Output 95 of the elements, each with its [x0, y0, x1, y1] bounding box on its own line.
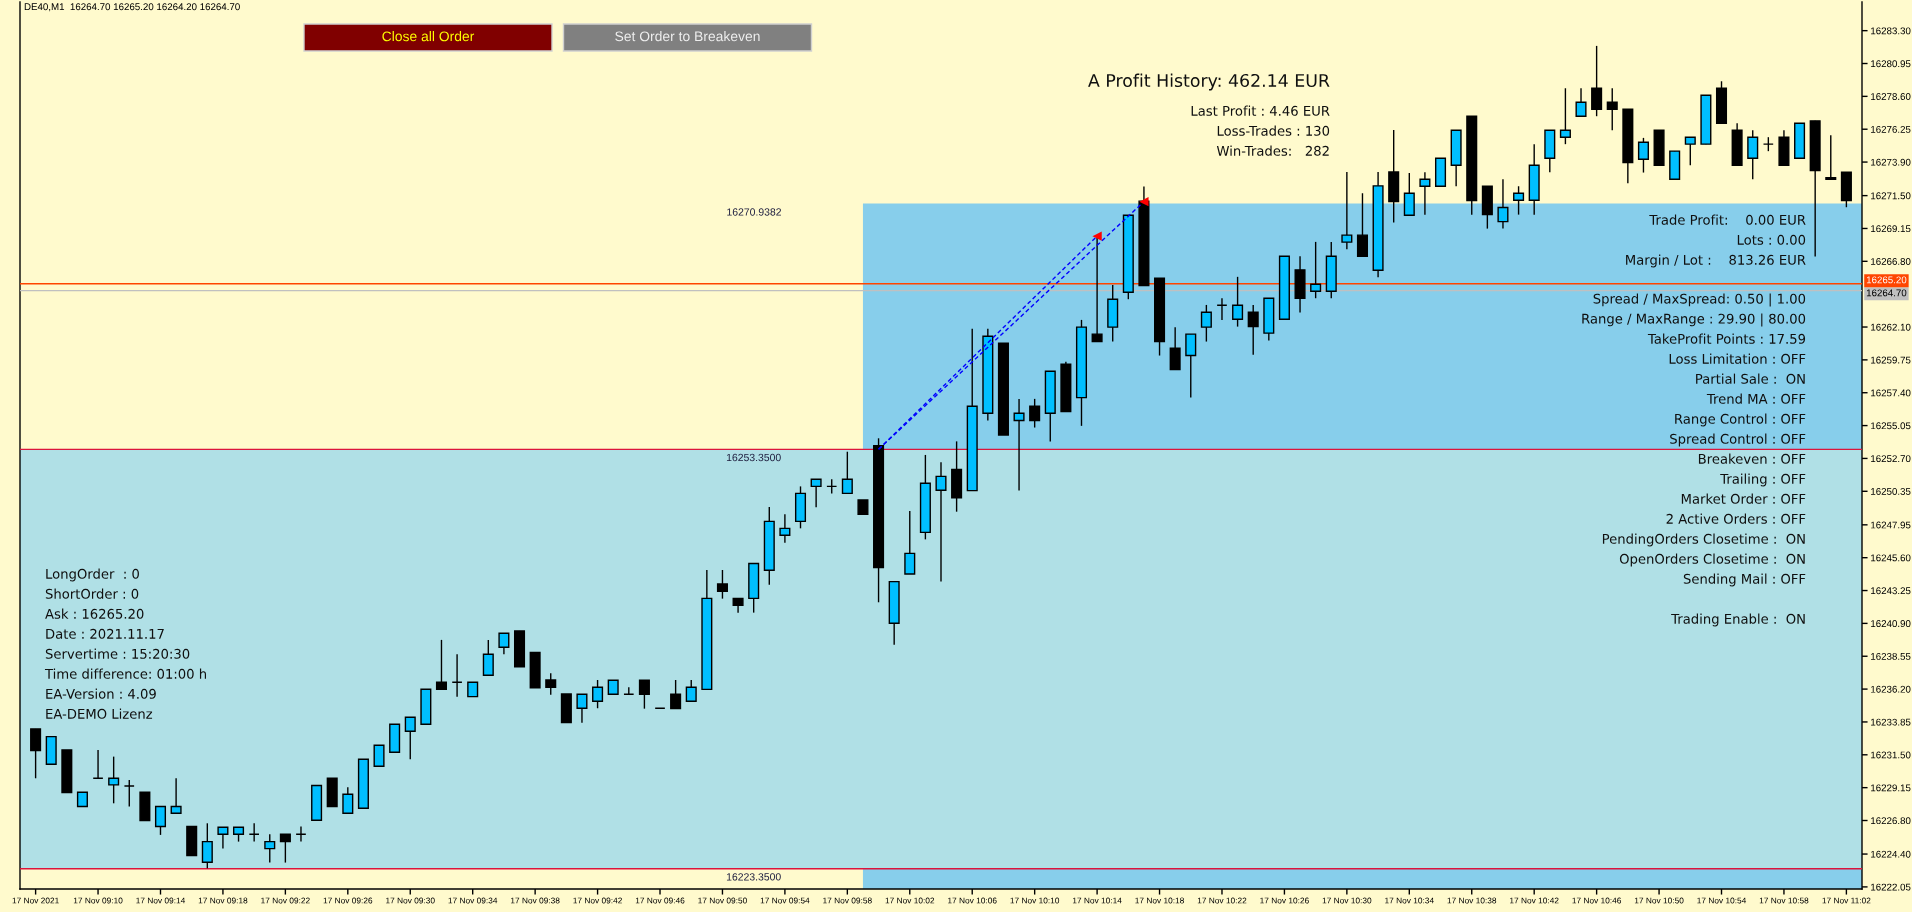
x-tick-label: 17 Nov 10:14: [1072, 897, 1122, 904]
y-tick-label: 16229.15: [1871, 784, 1911, 792]
annotation: Trading Enable : ON: [1671, 613, 1805, 627]
y-tick-label: 16226.80: [1871, 817, 1911, 825]
annotation: Trade Profit: 0.00 EUR: [1649, 214, 1806, 225]
annotation: A Profit History: 462.14 EUR: [1088, 73, 1330, 91]
annotation: 16253.3500: [726, 453, 781, 462]
annotation: Close all Order: [382, 31, 475, 42]
x-tick-label: 17 Nov 11:02: [1822, 897, 1871, 904]
y-tick-label: 16269.15: [1871, 225, 1911, 233]
y-tick-label: 16266.80: [1871, 258, 1911, 265]
annotation: Partial Sale : ON: [1696, 373, 1805, 384]
annotation: Time difference: 01:00 h: [44, 668, 207, 679]
ref-line-label: 16264.70: [1866, 289, 1907, 297]
annotation: EA-DEMO Lizenz: [46, 708, 153, 719]
x-tick-label: 17 Nov 09:50: [698, 897, 747, 904]
y-tick-label: 16224.40: [1871, 850, 1911, 858]
annotation: Spread / MaxSpread: 0.50 | 1.00: [1593, 293, 1806, 307]
annotation: Servertime : 15:20:30: [45, 648, 190, 659]
x-tick-label: 17 Nov 09:38: [510, 897, 560, 904]
y-tick-label: 16222.05: [1871, 883, 1911, 891]
y-tick-label: 16273.90: [1871, 158, 1911, 166]
y-tick-label: 16247.95: [1871, 521, 1911, 529]
y-tick-label: 16252.70: [1871, 455, 1911, 463]
x-tick-label: 17 Nov 09:10: [73, 897, 123, 904]
x-tick-label: 17 Nov 10:50: [1634, 897, 1684, 904]
y-tick-label: 16255.05: [1871, 422, 1911, 430]
y-tick-label: 16280.95: [1871, 60, 1911, 68]
annotation: PendingOrders Closetime : ON: [1602, 533, 1805, 547]
x-tick-label: 17 Nov 10:30: [1322, 897, 1372, 904]
x-tick-label: 17 Nov 09:58: [823, 897, 872, 904]
annotation: Market Order : OFF: [1681, 493, 1806, 504]
annotation: Range / MaxRange : 29.90 | 80.00: [1582, 313, 1806, 327]
y-tick-label: 16243.25: [1871, 587, 1911, 595]
annotation: OpenOrders Closetime : ON: [1619, 553, 1805, 567]
y-tick-label: 16262.10: [1871, 323, 1911, 331]
annotation: EA-Version : 4.09: [46, 688, 156, 699]
y-tick-label: 16259.75: [1871, 356, 1911, 364]
annotation: ShortOrder : 0: [45, 588, 139, 599]
annotation: Spread Control : OFF: [1670, 433, 1806, 447]
y-tick-label: 16283.30: [1871, 27, 1911, 35]
x-tick-label: 17 Nov 10:26: [1260, 897, 1309, 904]
x-tick-label: 17 Nov 09:54: [760, 897, 810, 904]
annotation: LongOrder : 0: [46, 568, 139, 582]
annotation: Date : 2021.11.17: [46, 628, 164, 639]
x-tick-label: 17 Nov 2021: [12, 897, 59, 904]
y-tick-label: 16250.35: [1871, 488, 1911, 495]
annotation: Margin / Lot : 813.26 EUR: [1626, 254, 1806, 268]
y-tick-label: 16240.90: [1871, 620, 1911, 628]
annotation: TakeProfit Points : 17.59: [1647, 333, 1806, 344]
y-tick-label: 16271.50: [1871, 192, 1911, 200]
x-tick-label: 17 Nov 10:34: [1385, 897, 1434, 904]
y-tick-label: 16257.40: [1871, 389, 1911, 397]
x-tick-label: 17 Nov 10:02: [885, 897, 935, 904]
annotation: Ask : 16265.20: [45, 608, 144, 619]
x-tick-label: 17 Nov 09:42: [573, 897, 622, 904]
y-tick-label: 16236.20: [1871, 685, 1911, 693]
annotation: Range Control : OFF: [1675, 413, 1806, 427]
x-tick-label: 17 Nov 09:22: [261, 897, 310, 904]
x-tick-label: 17 Nov 09:34: [448, 897, 498, 904]
annotation: Set Order to Breakeven: [615, 31, 760, 42]
y-tick-label: 16278.60: [1871, 93, 1911, 100]
x-tick-label: 17 Nov 10:22: [1197, 897, 1247, 904]
x-tick-label: 17 Nov 10:54: [1697, 897, 1747, 904]
x-tick-label: 17 Nov 09:26: [323, 897, 373, 904]
y-tick-label: 16231.50: [1871, 751, 1911, 759]
x-tick-label: 17 Nov 09:14: [136, 897, 186, 904]
y-tick-label: 16245.60: [1871, 554, 1911, 562]
annotation: Loss Limitation : OFF: [1669, 353, 1806, 364]
annotation: 16223.3500: [726, 873, 781, 881]
ref-line-label: 16265.20: [1866, 276, 1907, 284]
x-tick-label: 17 Nov 09:30: [386, 897, 435, 904]
annotation: 2 Active Orders : OFF: [1666, 513, 1806, 524]
y-tick-label: 16276.25: [1871, 125, 1911, 133]
annotation: Last Profit : 4.46 EUR: [1191, 105, 1330, 116]
x-tick-label: 17 Nov 10:38: [1447, 897, 1497, 904]
annotation: Breakeven : OFF: [1698, 453, 1806, 464]
x-tick-label: 17 Nov 10:06: [948, 897, 997, 904]
y-tick-label: 16238.55: [1871, 652, 1911, 660]
annotation: Trend MA : OFF: [1706, 393, 1806, 404]
annotation: Trailing : OFF: [1720, 473, 1806, 487]
annotation: Loss-Trades : 130: [1217, 125, 1330, 136]
annotation: Lots : 0.00: [1737, 234, 1806, 245]
annotation: 16270.9382: [727, 208, 781, 216]
x-tick-label: 17 Nov 10:46: [1572, 897, 1622, 904]
x-tick-label: 17 Nov 10:42: [1510, 897, 1559, 904]
annotation: Sending Mail : OFF: [1683, 573, 1806, 587]
x-tick-label: 17 Nov 10:10: [1010, 897, 1060, 904]
y-tick-label: 16233.85: [1871, 718, 1911, 726]
x-tick-label: 17 Nov 09:46: [635, 897, 685, 904]
x-tick-label: 17 Nov 10:58: [1759, 897, 1809, 904]
x-tick-label: 17 Nov 10:18: [1135, 897, 1184, 904]
chart-title: DE40,M1 16264.70 16265.20 16264.20 16264.70: [24, 3, 240, 12]
annotation: Win-Trades: 282: [1216, 145, 1329, 156]
x-tick-label: 17 Nov 09:18: [198, 897, 248, 904]
